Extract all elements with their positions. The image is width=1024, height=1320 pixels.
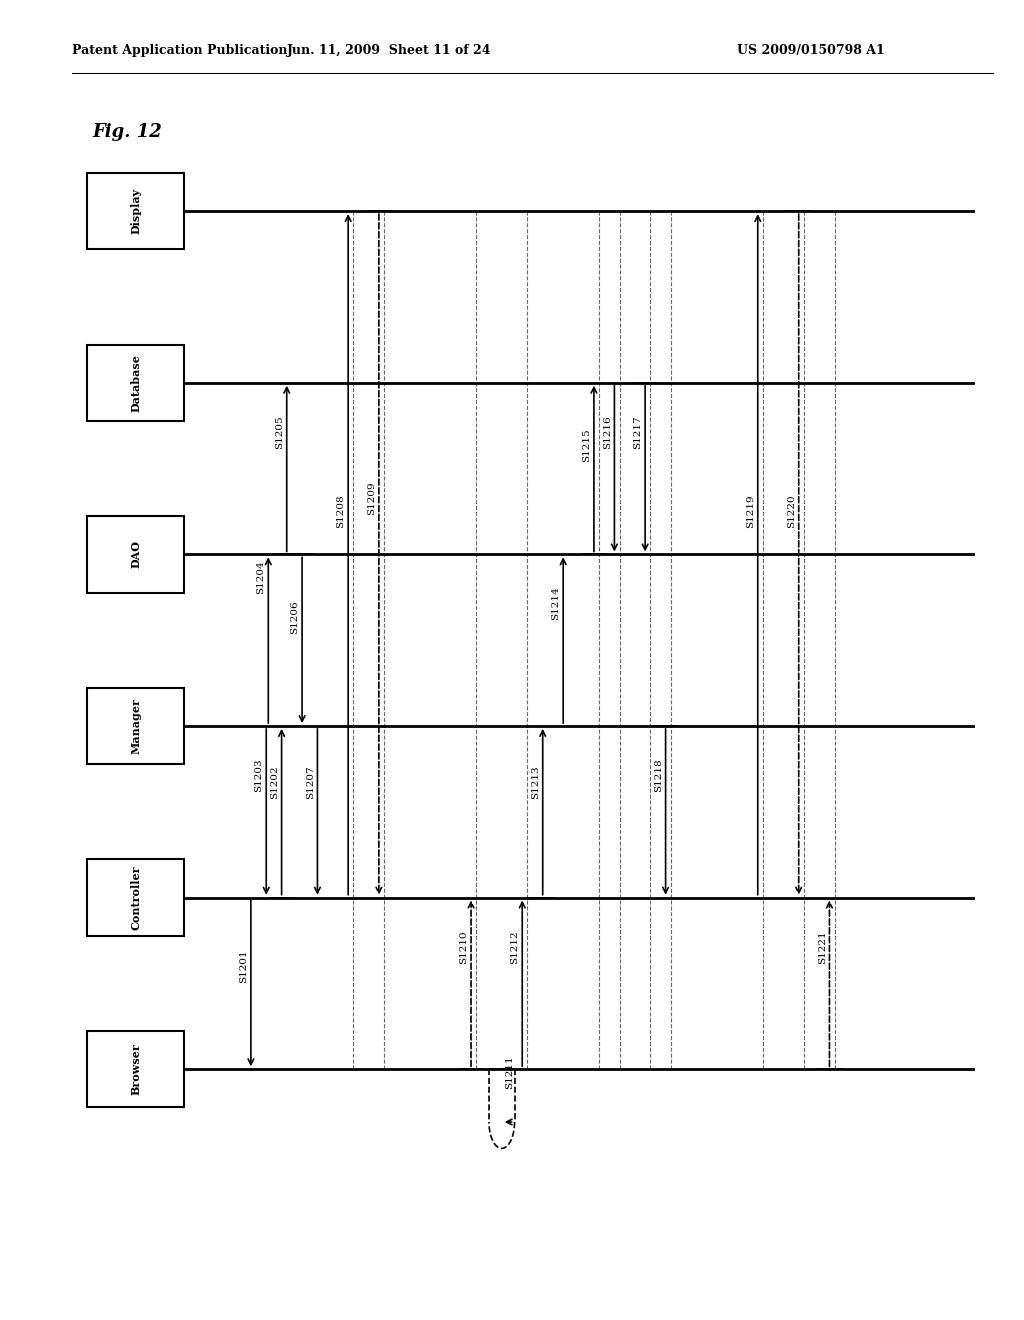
Text: S1209: S1209	[368, 482, 376, 515]
Bar	[87, 1031, 184, 1107]
Text: S1208: S1208	[337, 495, 345, 528]
Text: Display: Display	[130, 189, 141, 234]
Text: S1219: S1219	[746, 495, 755, 528]
Text: Jun. 11, 2009  Sheet 11 of 24: Jun. 11, 2009 Sheet 11 of 24	[287, 44, 492, 57]
Text: S1210: S1210	[460, 931, 468, 964]
Text: Patent Application Publication: Patent Application Publication	[72, 44, 287, 57]
Text: S1204: S1204	[257, 561, 265, 594]
Text: S1207: S1207	[306, 766, 314, 799]
Bar	[87, 516, 184, 593]
Text: S1218: S1218	[654, 759, 663, 792]
Text: S1206: S1206	[291, 601, 299, 634]
Text: Database: Database	[130, 354, 141, 412]
Text: S1203: S1203	[255, 759, 263, 792]
Text: S1217: S1217	[634, 416, 642, 449]
Text: S1221: S1221	[818, 931, 826, 964]
Text: S1214: S1214	[552, 587, 560, 620]
Text: S1202: S1202	[270, 766, 279, 799]
Bar	[87, 688, 184, 764]
Text: S1205: S1205	[275, 416, 284, 449]
Bar	[87, 173, 184, 249]
Text: S1212: S1212	[511, 931, 519, 964]
Text: S1213: S1213	[531, 766, 540, 799]
Text: S1215: S1215	[583, 429, 591, 462]
Text: DAO: DAO	[130, 540, 141, 569]
Text: S1216: S1216	[603, 416, 611, 449]
Bar	[87, 859, 184, 936]
Text: US 2009/0150798 A1: US 2009/0150798 A1	[737, 44, 885, 57]
Text: Controller: Controller	[130, 866, 141, 929]
Bar	[87, 345, 184, 421]
Text: S1201: S1201	[240, 950, 248, 983]
Text: Browser: Browser	[130, 1043, 141, 1096]
Text: Manager: Manager	[130, 698, 141, 754]
Text: S1220: S1220	[787, 495, 796, 528]
Text: Fig. 12: Fig. 12	[92, 123, 162, 141]
Text: S1211: S1211	[506, 1056, 514, 1089]
